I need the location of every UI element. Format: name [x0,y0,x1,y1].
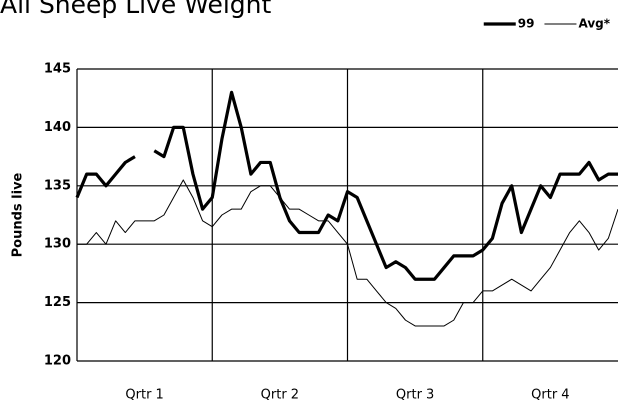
line-series [77,179,618,327]
y-tick-label: 120 [44,354,71,369]
y-tick-label: 135 [44,178,71,193]
x-tick-label: Qrtr 3 [396,388,434,403]
y-tick-label: 140 [44,120,71,135]
x-tick-label: Qrtr 2 [261,388,299,403]
legend-label: Avg* [578,17,610,31]
chart-title: All Sheep Live Weight [0,0,272,19]
y-tick-label: 130 [44,237,71,252]
y-tick-label: 145 [44,62,71,77]
y-tick-label: 125 [44,295,71,310]
legend-label: 99 [518,17,535,31]
line-series [75,90,618,281]
x-tick-label: Qrtr 4 [531,388,569,403]
x-tick-label: Qrtr 1 [125,388,163,403]
y-axis-label: Pounds live [11,172,26,257]
